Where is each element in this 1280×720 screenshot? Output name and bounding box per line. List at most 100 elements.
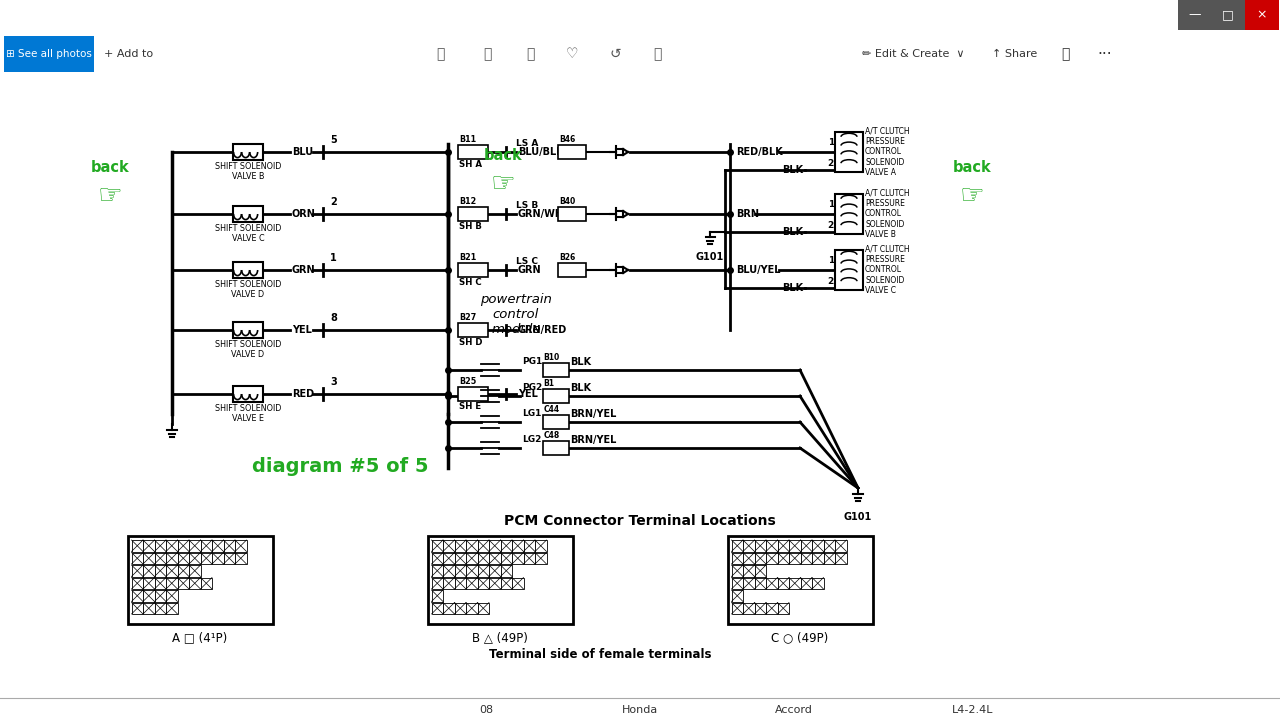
Bar: [178, 565, 189, 577]
Bar: [812, 552, 823, 564]
Bar: [189, 552, 201, 564]
Bar: [535, 552, 547, 564]
Text: powertrain
control
module: powertrain control module: [480, 293, 552, 336]
Bar: [431, 552, 443, 564]
Text: Honda: Honda: [622, 705, 658, 715]
Text: ☞: ☞: [97, 182, 123, 210]
Bar: [742, 603, 754, 614]
Bar: [143, 590, 155, 601]
Bar: [535, 540, 547, 552]
Bar: [143, 603, 155, 614]
Text: —: —: [1189, 9, 1201, 22]
Text: A/T CLUTCH
PRESSURE
CONTROL
SOLENOID
VALVE C: A/T CLUTCH PRESSURE CONTROL SOLENOID VAL…: [865, 245, 910, 295]
Bar: [823, 552, 835, 564]
Bar: [236, 552, 247, 564]
Bar: [155, 577, 166, 589]
Bar: [178, 577, 189, 589]
Text: BLU/YEL: BLU/YEL: [736, 265, 781, 275]
Bar: [143, 577, 155, 589]
Bar: [742, 552, 754, 564]
Text: RED: RED: [292, 389, 314, 399]
Bar: [443, 603, 454, 614]
Text: B10: B10: [544, 353, 559, 362]
Bar: [1211, 0, 1245, 30]
Text: GRN: GRN: [518, 265, 541, 275]
Text: back: back: [91, 161, 129, 176]
Bar: [788, 577, 800, 589]
Bar: [500, 577, 512, 589]
Bar: [132, 540, 143, 552]
Text: A/T CLUTCH
PRESSURE
CONTROL
SOLENOID
VALVE B: A/T CLUTCH PRESSURE CONTROL SOLENOID VAL…: [865, 189, 910, 239]
Bar: [512, 552, 524, 564]
Text: 🔍: 🔍: [435, 47, 444, 61]
Text: BRN/YEL: BRN/YEL: [571, 435, 617, 445]
Bar: [431, 565, 443, 577]
Text: Accord: Accord: [774, 705, 813, 715]
Text: B26: B26: [559, 253, 575, 262]
Bar: [800, 577, 812, 589]
Text: diagram #5 of 5: diagram #5 of 5: [252, 456, 429, 475]
Bar: [558, 207, 586, 221]
Bar: [166, 565, 178, 577]
Text: LG2: LG2: [522, 435, 541, 444]
Bar: [466, 577, 477, 589]
Bar: [765, 540, 777, 552]
Text: PG1: PG1: [522, 357, 543, 366]
Bar: [524, 540, 535, 552]
Text: BLK: BLK: [782, 227, 803, 237]
Bar: [155, 540, 166, 552]
Text: ♡: ♡: [566, 47, 579, 61]
Text: C44: C44: [544, 405, 559, 414]
Text: Terminal side of female terminals: Terminal side of female terminals: [489, 647, 712, 660]
Text: B12: B12: [460, 197, 476, 206]
Bar: [742, 565, 754, 577]
Text: B25: B25: [460, 377, 476, 386]
Text: YEL: YEL: [518, 389, 538, 399]
Bar: [155, 565, 166, 577]
Bar: [466, 603, 477, 614]
Text: BLU/BLK: BLU/BLK: [518, 147, 563, 157]
Bar: [835, 250, 863, 290]
Text: PG2: PG2: [522, 383, 543, 392]
Bar: [233, 322, 262, 338]
Bar: [777, 540, 788, 552]
Bar: [155, 603, 166, 614]
Bar: [458, 145, 488, 159]
Text: □: □: [1222, 9, 1234, 22]
Bar: [431, 577, 443, 589]
Text: ×: ×: [1257, 9, 1267, 22]
Text: 2: 2: [828, 159, 835, 168]
Text: back: back: [484, 148, 522, 163]
Bar: [489, 552, 500, 564]
Bar: [236, 540, 247, 552]
Bar: [132, 577, 143, 589]
Bar: [731, 590, 742, 601]
Bar: [443, 577, 454, 589]
Text: 2: 2: [828, 221, 835, 230]
Text: LS A: LS A: [516, 139, 538, 148]
Text: BRN: BRN: [736, 209, 759, 219]
Text: GRN: GRN: [292, 265, 316, 275]
Text: SH B: SH B: [460, 222, 481, 231]
Bar: [765, 577, 777, 589]
Bar: [754, 603, 765, 614]
Text: ↺: ↺: [609, 47, 621, 61]
Bar: [765, 603, 777, 614]
Bar: [477, 540, 489, 552]
Bar: [754, 552, 765, 564]
Bar: [224, 552, 236, 564]
Text: BLK: BLK: [571, 383, 591, 393]
Bar: [233, 144, 262, 160]
Bar: [201, 552, 212, 564]
Bar: [201, 577, 212, 589]
Text: C ○ (49P): C ○ (49P): [772, 631, 828, 644]
Text: ☞: ☞: [960, 182, 984, 210]
Text: 2: 2: [828, 277, 835, 286]
Bar: [835, 194, 863, 234]
Bar: [143, 552, 155, 564]
Bar: [477, 552, 489, 564]
Text: B21: B21: [460, 253, 476, 262]
Bar: [212, 540, 224, 552]
Bar: [1245, 0, 1279, 30]
Text: GRN/RED: GRN/RED: [518, 325, 567, 335]
